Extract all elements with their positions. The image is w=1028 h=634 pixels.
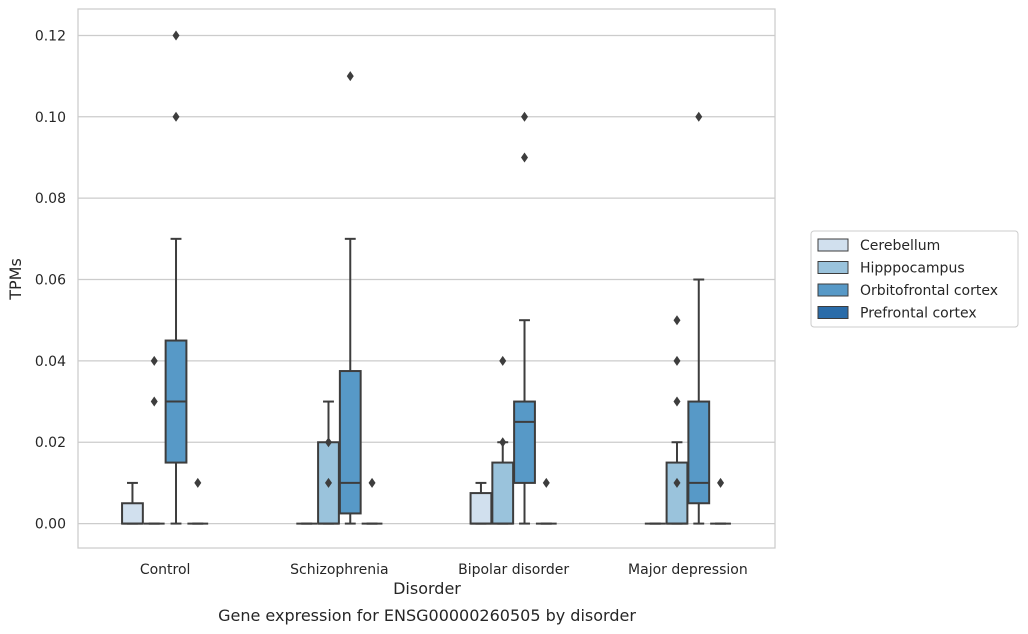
box-1-3 (361, 477, 383, 525)
legend-label: Cerebellum (860, 238, 940, 254)
outlier-point (521, 152, 529, 163)
legend-label: Orbitofrontal cortex (860, 283, 998, 299)
y-tick-label: 0.06 (35, 273, 66, 289)
outlier-point (324, 437, 332, 448)
y-tick-label: 0.02 (35, 435, 66, 451)
outlier-point (150, 355, 158, 366)
box-body (687, 400, 711, 505)
x-axis-tick-labels: Control Schizophrenia Bipolar disorder Majo… (140, 562, 748, 578)
y-tick-label: 0.10 (35, 110, 66, 126)
outlier-point (542, 477, 550, 488)
legend-label: Hipppocampus (860, 261, 965, 277)
box-2-3 (535, 477, 557, 525)
figure-caption: Gene expression for ENSG00000260505 by d… (218, 606, 636, 625)
outlier-point (673, 477, 681, 488)
y-tick-label: 0.08 (35, 191, 66, 207)
box-3-2 (687, 111, 711, 525)
legend-swatch (817, 306, 849, 319)
outlier-point (521, 111, 529, 122)
outlier-point (695, 111, 703, 122)
box-body (469, 492, 493, 525)
outlier-point (172, 30, 180, 41)
box-plot-series (121, 30, 731, 525)
x-tick-label: Schizophrenia (290, 562, 388, 578)
outlier-point (673, 315, 681, 326)
legend-swatch (817, 283, 849, 297)
box-2-0 (469, 481, 493, 525)
box-2-1 (491, 355, 515, 525)
outlier-point (150, 396, 158, 407)
box-0-0 (121, 481, 144, 525)
outlier-point (194, 477, 202, 488)
outlier-point (673, 396, 681, 407)
outlier-point (368, 477, 376, 488)
box-0-2 (164, 30, 188, 525)
y-axis-tick-labels: 0.00 0.02 0.04 0.06 0.08 0.10 0.12 (35, 28, 66, 532)
y-tick-label: 0.12 (35, 28, 66, 44)
box-body (665, 461, 689, 525)
x-tick-label: Major depression (628, 562, 748, 578)
box-body (491, 461, 515, 525)
x-axis-title: Disorder (393, 579, 461, 598)
outlier-point (717, 477, 725, 488)
outlier-point (172, 111, 180, 122)
box-3-3 (710, 477, 731, 525)
box-body (121, 502, 144, 525)
outlier-point (346, 71, 354, 82)
legend-swatch (817, 261, 849, 274)
x-tick-label: Bipolar disorder (458, 562, 569, 578)
box-1-2 (338, 71, 362, 525)
y-tick-label: 0.04 (35, 354, 66, 370)
x-tick-label: Control (140, 562, 191, 578)
y-axis-title: TPMs (6, 258, 25, 301)
box-0-3 (187, 477, 209, 525)
grid-lines (78, 34, 775, 525)
legend-frame (810, 230, 1019, 328)
legend-label: Prefrontal cortex (860, 306, 977, 322)
box-body (338, 370, 362, 515)
y-tick-label: 0.00 (35, 517, 66, 533)
plot-area-frame (77, 8, 776, 549)
outlier-point (673, 355, 681, 366)
outlier-point (499, 437, 507, 448)
legend-swatch (817, 238, 849, 252)
outlier-point (324, 477, 332, 488)
box-0-1 (143, 355, 165, 525)
box-body (513, 400, 536, 484)
legend: Cerebellum Hipppocampus Orbitofrontal cort… (810, 230, 1019, 328)
box-3-1 (665, 315, 689, 525)
box-2-2 (513, 111, 536, 525)
box-1-1 (317, 400, 340, 525)
outlier-point (499, 355, 507, 366)
